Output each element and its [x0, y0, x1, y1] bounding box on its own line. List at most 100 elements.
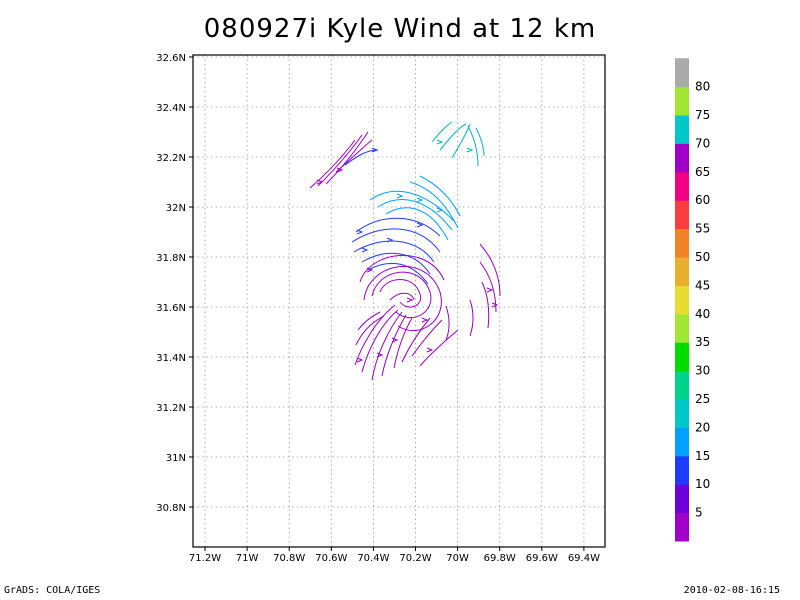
colorbar-swatch	[675, 427, 689, 457]
streamline-arrow	[486, 287, 494, 293]
colorbar-swatch	[675, 313, 689, 343]
colorbar-label: 60	[695, 193, 710, 207]
plot-frame	[192, 54, 606, 548]
streamline	[451, 123, 471, 159]
y-tick-label: 31N	[166, 453, 186, 464]
x-tick-label: 70.6W	[315, 553, 347, 564]
colorbar: 5 10 15 20 25 30 35 40 45 50 55 60 65 70 75 80	[675, 58, 710, 542]
streamline	[355, 217, 441, 237]
streamline	[393, 317, 413, 369]
x-tick-label: 70.4W	[357, 553, 389, 564]
streamline	[344, 149, 379, 166]
streamline-arrow	[416, 222, 424, 228]
streamline	[469, 299, 474, 337]
streamline-arrow	[416, 197, 424, 203]
streamline-arrow	[466, 147, 474, 153]
streamline	[445, 305, 450, 341]
streamline	[361, 309, 399, 373]
streamline	[481, 281, 490, 329]
colorbar-swatch	[675, 399, 689, 428]
colorbar-label: 50	[695, 250, 710, 264]
streamline	[369, 190, 456, 223]
colorbar-label: 30	[695, 364, 710, 378]
streamline	[335, 139, 373, 173]
colorbar-label: 5	[695, 506, 703, 520]
streamline-arrow	[426, 347, 434, 353]
y-tick-label: 31.4N	[156, 353, 186, 364]
streamline-arrow	[316, 179, 324, 185]
x-tick-label: 70.8W	[273, 553, 305, 564]
streamline	[379, 279, 422, 308]
colorbar-swatch	[675, 512, 689, 542]
streamline	[309, 139, 356, 189]
colorbar-swatch	[675, 455, 689, 485]
streamline	[479, 243, 501, 297]
streamline	[361, 252, 431, 275]
streamline-arrow	[371, 147, 379, 153]
x-tick-label: 70W	[446, 553, 469, 564]
streamline	[409, 181, 459, 229]
colorbar-swatch	[675, 257, 689, 286]
streamline	[475, 127, 485, 157]
colorbar-swatch	[675, 228, 689, 258]
colorbar-label: 15	[695, 449, 710, 463]
colorbar-swatch	[675, 200, 689, 230]
colorbar-label: 10	[695, 477, 710, 491]
colorbar-label: 65	[695, 165, 710, 179]
streamline	[479, 261, 497, 313]
streamline	[354, 304, 396, 366]
colorbar-label: 40	[695, 307, 710, 321]
streamline	[371, 311, 403, 381]
streamline	[359, 255, 445, 283]
streamline-arrow	[366, 267, 374, 273]
colorbar-label: 45	[695, 278, 710, 292]
x-tick-label: 69.6W	[526, 553, 558, 564]
streamline	[371, 271, 432, 318]
y-tick-label: 31.6N	[156, 303, 186, 314]
streamline-arrow	[491, 302, 499, 308]
streamline-arrow	[336, 167, 344, 173]
streamline-arrow	[361, 247, 369, 253]
streamline	[389, 292, 415, 301]
x-tick-label: 69.8W	[484, 553, 516, 564]
colorbar-swatch	[675, 285, 689, 315]
colorbar-swatch	[675, 342, 689, 372]
colorbar-swatch	[675, 484, 689, 514]
streamline-arrow	[421, 317, 429, 323]
colorbar-swatch	[675, 115, 689, 144]
streamline	[439, 123, 467, 151]
colorbar-swatch	[675, 86, 689, 116]
y-tick-label: 31.2N	[156, 403, 186, 414]
x-tick-label: 70.2W	[399, 553, 431, 564]
streamline-arrow	[406, 297, 414, 303]
colorbar-label: 80	[695, 80, 710, 94]
colorbar-swatch	[675, 143, 689, 173]
streamlines	[309, 121, 501, 381]
y-axis: 32.6N 32.4N 32.2N 32N 31.8N 31.6N 31.4N 31.2N 31…	[156, 53, 193, 514]
streamline	[317, 134, 363, 187]
colorbar-swatch	[675, 370, 689, 400]
colorbar-label: 25	[695, 392, 710, 406]
grid-lines	[193, 55, 605, 547]
y-tick-label: 30.8N	[156, 503, 186, 514]
colorbar-swatch	[675, 171, 689, 201]
x-tick-label: 71.2W	[189, 553, 221, 564]
streamline-arrow	[436, 139, 444, 145]
streamline	[431, 121, 453, 143]
streamline	[385, 207, 449, 241]
colorbar-label: 35	[695, 335, 710, 349]
streamline	[351, 228, 441, 253]
streamline-arrow	[376, 352, 384, 358]
streamline-arrow	[386, 237, 394, 243]
y-tick-label: 32.2N	[156, 153, 186, 164]
streamline	[367, 262, 429, 285]
streamline	[401, 317, 431, 363]
colorbar-label: 55	[695, 222, 710, 236]
x-axis: 71.2W 71W 70.8W 70.6W 70.4W 70.2W 70W 69.8W 69.6…	[189, 547, 600, 564]
colorbar-label: 75	[695, 108, 710, 122]
streamline	[353, 240, 435, 263]
y-tick-label: 32.4N	[156, 103, 186, 114]
streamline-arrow	[436, 207, 444, 213]
footer-timestamp: 2010-02-08-16:15	[683, 585, 780, 596]
